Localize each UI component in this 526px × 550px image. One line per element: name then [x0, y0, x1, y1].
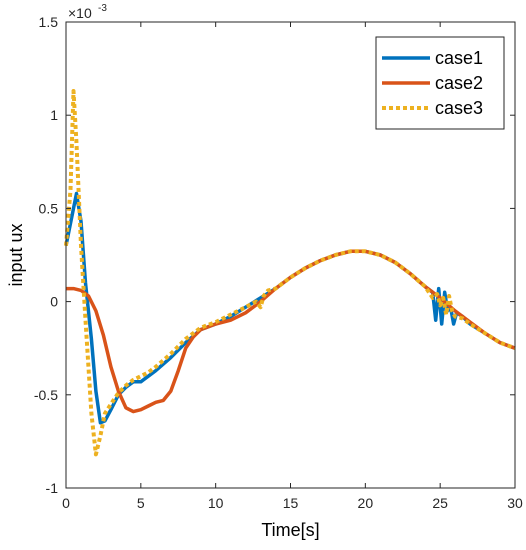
y-tick-label: -0.5 — [34, 387, 58, 403]
x-tick-label: 25 — [432, 495, 448, 511]
y-tick-label: -1 — [46, 480, 59, 496]
x-tick-label: 0 — [62, 495, 70, 511]
y-tick-label: 0 — [50, 294, 58, 310]
legend-label-case3: case3 — [435, 98, 483, 118]
x-tick-label: 20 — [358, 495, 374, 511]
legend: case1 case2 case3 — [375, 36, 505, 130]
y-axis-label: input ux — [6, 223, 26, 286]
legend-label-case1: case1 — [435, 48, 483, 68]
y-exponent-power: -3 — [98, 3, 107, 14]
y-tick-label: 0.5 — [39, 200, 59, 216]
y-tick-label: 1.5 — [39, 14, 59, 30]
y-exponent-label: ×10 -3 — [68, 3, 107, 21]
series-layer — [64, 89, 516, 457]
x-tick-label: 15 — [283, 495, 299, 511]
y-exponent-base: ×10 — [68, 5, 92, 21]
x-tick-label: 5 — [137, 495, 145, 511]
x-tick-label: 30 — [507, 495, 523, 511]
x-tick-label: 10 — [208, 495, 224, 511]
ticks-layer: 0 5 10 15 20 25 30 -1 -0.5 0 0.5 1 1.5 — [34, 14, 523, 511]
series-line-case3 — [64, 89, 516, 457]
y-tick-label: 1 — [50, 107, 58, 123]
x-axis-label: Time[s] — [261, 520, 319, 540]
legend-label-case2: case2 — [435, 73, 483, 93]
